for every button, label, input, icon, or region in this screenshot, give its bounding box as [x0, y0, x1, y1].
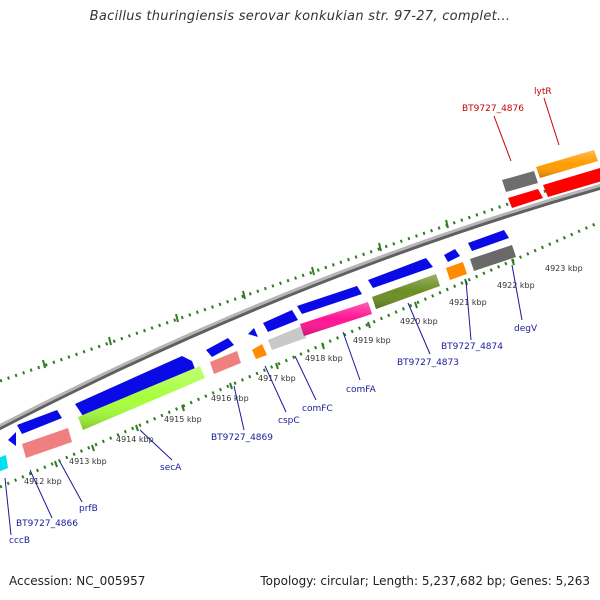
gene-label-cccB[interactable]: cccB — [9, 536, 30, 546]
gene-label-comFC[interactable]: comFC — [302, 404, 333, 414]
gene-secA-arrow[interactable] — [75, 356, 195, 416]
gene-BT9727_4866-block[interactable] — [22, 428, 72, 458]
gene-lytR-arrow[interactable] — [543, 168, 600, 197]
scale-label: 4923 kbp — [545, 264, 583, 273]
gene-secA-block[interactable] — [210, 351, 241, 374]
gene-labels: cccB BT9727_4866 prfB secA BT9727_4869 c… — [9, 87, 552, 546]
gene-BT9727_4873-arrow[interactable] — [368, 258, 433, 288]
scale-label: 4912 kbp — [24, 477, 62, 486]
label-leaders — [4, 97, 560, 536]
gene-cccB-block[interactable] — [0, 455, 8, 472]
scale-label: 4915 kbp — [164, 415, 202, 424]
scale-label: 4920 kbp — [400, 317, 438, 326]
gene-BT9727_4874-arrow[interactable] — [444, 249, 460, 262]
scale-label: 4919 kbp — [353, 336, 391, 345]
accession-label: Accession: NC_005957 — [9, 574, 146, 588]
gene-cspC-arrow[interactable] — [248, 328, 258, 337]
gene-shading — [78, 150, 598, 430]
scale-label: 4918 kbp — [305, 354, 343, 363]
scale-label: 4916 kbp — [211, 394, 249, 403]
gene-comFC-block[interactable] — [268, 326, 306, 350]
gene-BT9727_4876-block[interactable] — [502, 171, 538, 192]
gene-degV-arrow[interactable] — [468, 230, 509, 251]
inner-tick-ring — [0, 220, 600, 489]
gene-BT9727_4876-arrow[interactable] — [508, 189, 543, 208]
gene-label-prfB[interactable]: prfB — [79, 504, 98, 514]
gene-label-BT9727_4869[interactable]: BT9727_4869 — [211, 433, 273, 443]
outer-tick-ring — [0, 170, 600, 383]
gene-BT9727_4874-block[interactable] — [446, 262, 467, 280]
scale-label: 4914 kbp — [116, 435, 154, 444]
outer-major-ticks — [42, 173, 583, 369]
genome-summary: Topology: circular; Length: 5,237,682 bp… — [260, 574, 590, 588]
gene-degV-block[interactable] — [470, 245, 516, 271]
backbone-shadow — [0, 184, 600, 431]
gene-BT9727_4869-arrow[interactable] — [206, 338, 234, 357]
gene-cspC-block[interactable] — [252, 344, 267, 359]
gene-comFA-arrow[interactable] — [297, 286, 362, 314]
gene-comFC-arrow[interactable] — [263, 310, 298, 332]
gene-label-degV[interactable]: degV — [514, 324, 538, 334]
scale-label: 4917 kbp — [258, 374, 296, 383]
gene-label-cspC[interactable]: cspC — [278, 416, 300, 426]
gene-label-BT9727_4873[interactable]: BT9727_4873 — [397, 358, 459, 368]
gene-label-BT9727_4876[interactable]: BT9727_4876 — [462, 104, 524, 114]
gene-label-secA[interactable]: secA — [160, 463, 182, 473]
gene-label-lytR[interactable]: lytR — [534, 87, 552, 97]
map-title: Bacillus thuringiensis serovar konkukian… — [89, 9, 511, 24]
gene-BT9727_4866-arrow[interactable] — [8, 432, 16, 446]
scale-label: 4913 kbp — [69, 457, 107, 466]
gene-label-BT9727_4874[interactable]: BT9727_4874 — [441, 342, 503, 352]
gene-label-comFA[interactable]: comFA — [346, 385, 377, 395]
genome-backbone — [0, 183, 600, 428]
gene-label-BT9727_4866[interactable]: BT9727_4866 — [16, 519, 78, 529]
gene-prfB-arrow[interactable] — [17, 410, 62, 434]
forward-genes — [8, 230, 509, 446]
